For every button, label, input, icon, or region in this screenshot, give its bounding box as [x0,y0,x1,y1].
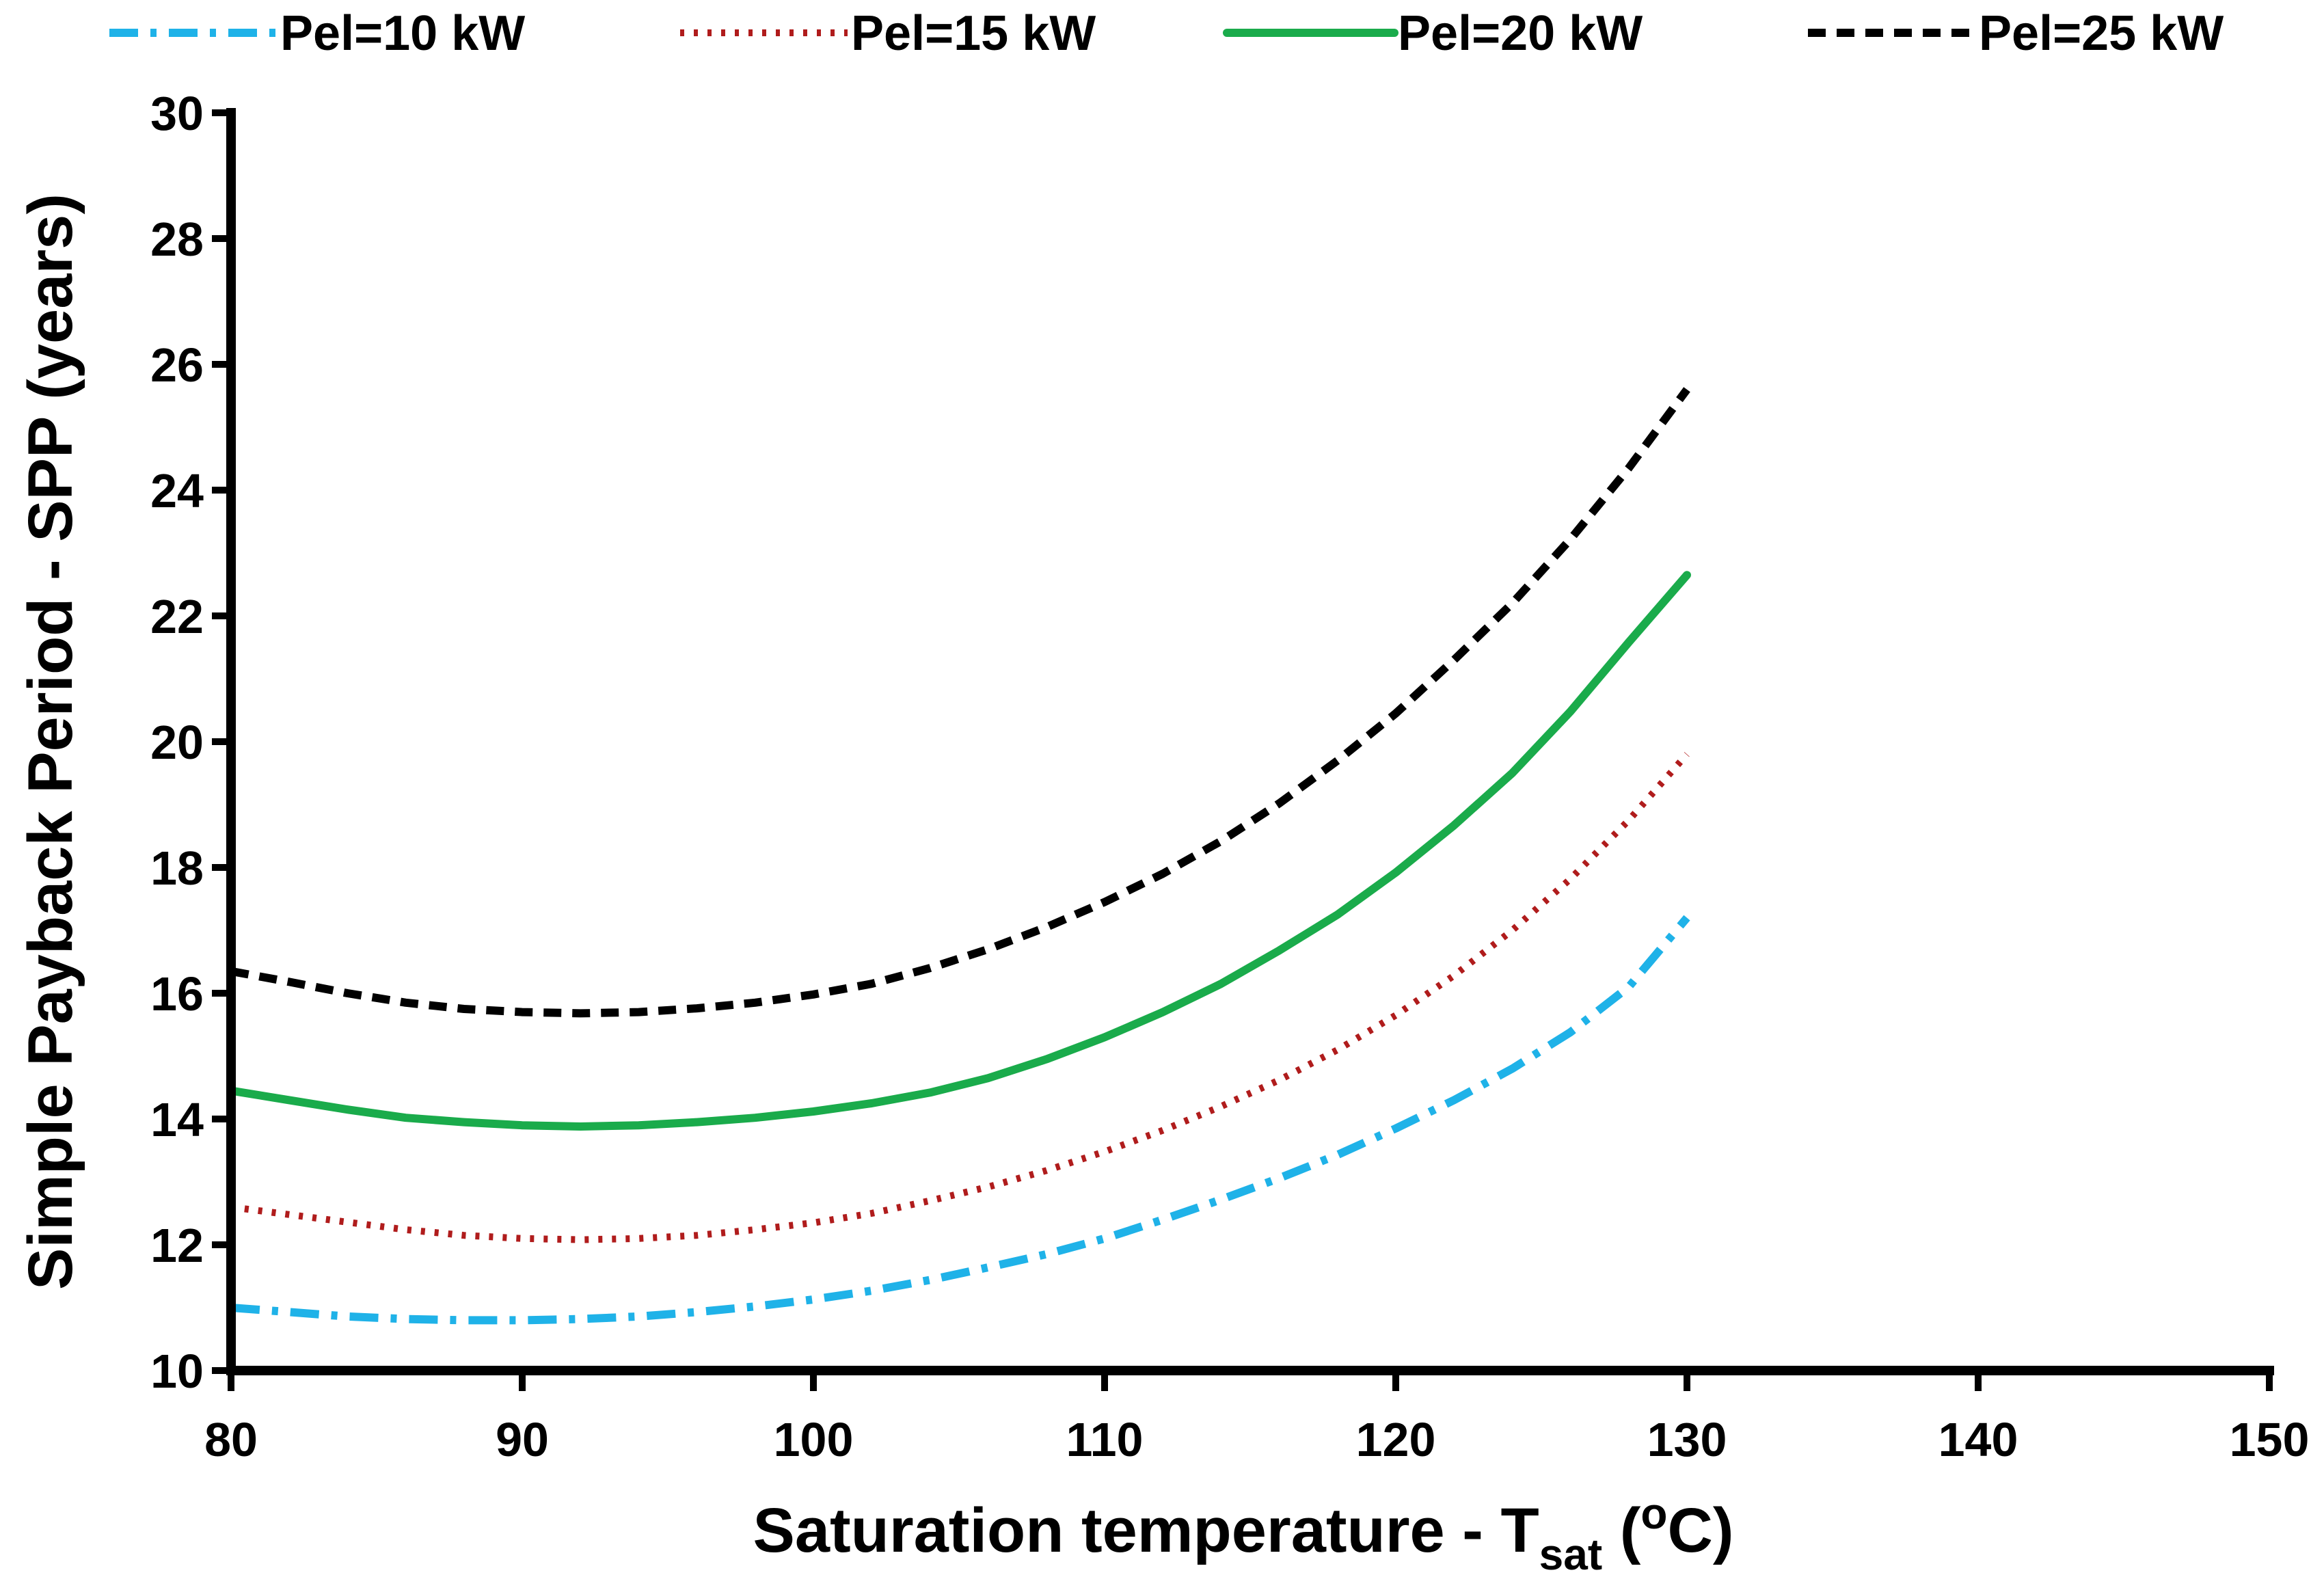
x-tick-label: 120 [1356,1413,1436,1466]
y-tick-label: 24 [150,464,204,517]
x-tick-label: 90 [496,1413,549,1466]
x-tick-label: 110 [1066,1413,1144,1466]
series-line-pel-25-kw [230,387,1690,1018]
axes [226,108,2274,1375]
y-axis-title: Simple Payback Period - SPP (years) [16,193,85,1290]
y-tick-label: 26 [150,338,204,392]
series-line-pel-15-kw [230,752,1690,1243]
x-tick-label: 100 [774,1413,854,1466]
x-axis-title: Saturation temperature - Tsat (oC) [753,1489,1733,1577]
legend-label-pel-25-kw: Pel=25 kW [1979,6,2224,61]
x-tick-label: 130 [1647,1413,1727,1466]
y-tick-label: 30 [150,87,204,140]
x-tick-label: 140 [1938,1413,2018,1466]
legend-label-pel-20-kw: Pel=20 kW [1398,6,1643,61]
series-layer [227,387,1691,1325]
legend-label-pel-10-kw: Pel=10 kW [280,6,525,61]
x-tick-label: 80 [204,1413,258,1466]
series-line-pel-10-kw [230,915,1690,1325]
x-axis-title-main: Saturation temperature - T [753,1496,1539,1565]
legend: Pel=10 kW Pel=15 kW Pel=20 kW Pel=25 kW [109,6,2224,61]
x-ticks: 80 90 100 110 120 130 140 150 [204,1371,2309,1466]
y-tick-label: 22 [150,590,204,643]
y-ticks: 10 12 14 16 18 20 22 24 26 28 30 [150,87,231,1398]
y-tick-label: 10 [150,1345,204,1398]
y-tick-label: 14 [150,1093,204,1146]
legend-label-pel-15-kw: Pel=15 kW [851,6,1096,61]
y-tick-label: 12 [150,1219,204,1272]
y-tick-label: 16 [150,967,204,1021]
x-axis-title-superscript: o [1640,1489,1667,1538]
y-tick-label: 20 [150,716,204,769]
x-axis-title-unit-close: C) [1667,1496,1733,1565]
x-tick-label: 150 [2230,1413,2310,1466]
y-tick-label: 28 [150,213,204,266]
x-axis-title-unit-open: ( [1602,1496,1641,1565]
y-tick-label: 18 [150,841,204,895]
x-axis-title-subscript: sat [1539,1530,1603,1577]
series-line-pel-20-kw [227,571,1691,1131]
